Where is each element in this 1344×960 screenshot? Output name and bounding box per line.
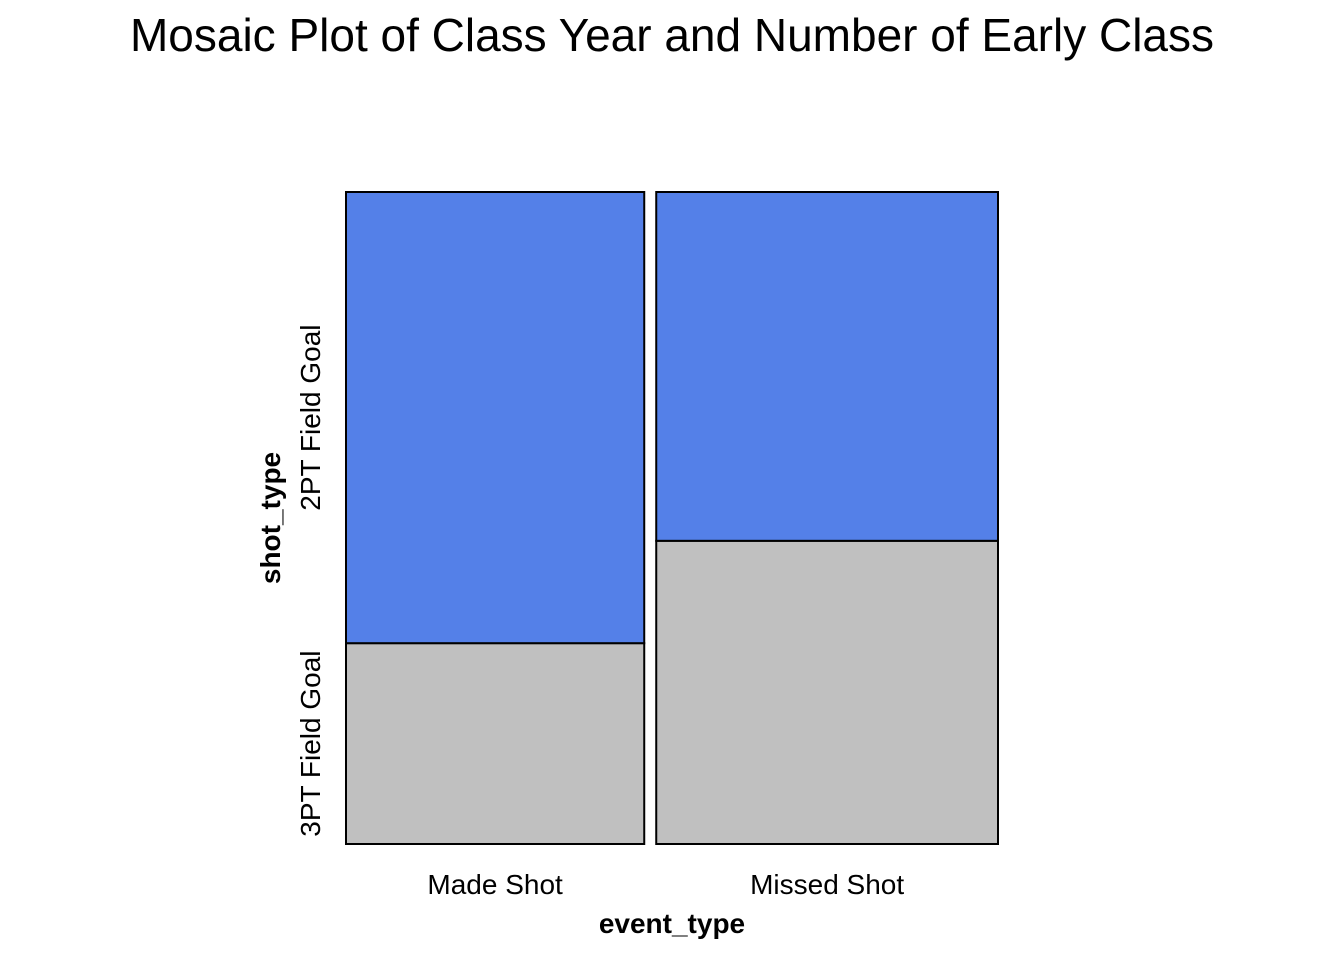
tile-made-shot-2pt-field-goal [345, 191, 646, 645]
x-tick-label: Made Shot [427, 869, 563, 900]
chart-title: Mosaic Plot of Class Year and Number of … [129, 9, 1215, 61]
mosaic-tiles [345, 191, 999, 846]
x-tick-labels: Made Shot Missed Shot [427, 869, 904, 900]
y-tick-label: 2PT Field Goal [295, 324, 326, 510]
tile-missed-shot-2pt-field-goal [655, 191, 999, 542]
y-tick-label: 3PT Field Goal [295, 650, 326, 836]
x-tick-label: Missed Shot [750, 869, 904, 900]
y-tick-labels: 3PT Field Goal 2PT Field Goal [295, 324, 326, 836]
tile-missed-shot-3pt-field-goal [655, 539, 999, 845]
x-axis-title: event_type [599, 908, 745, 939]
tile-made-shot-3pt-field-goal [345, 642, 646, 846]
y-axis-title: shot_type [255, 452, 286, 584]
